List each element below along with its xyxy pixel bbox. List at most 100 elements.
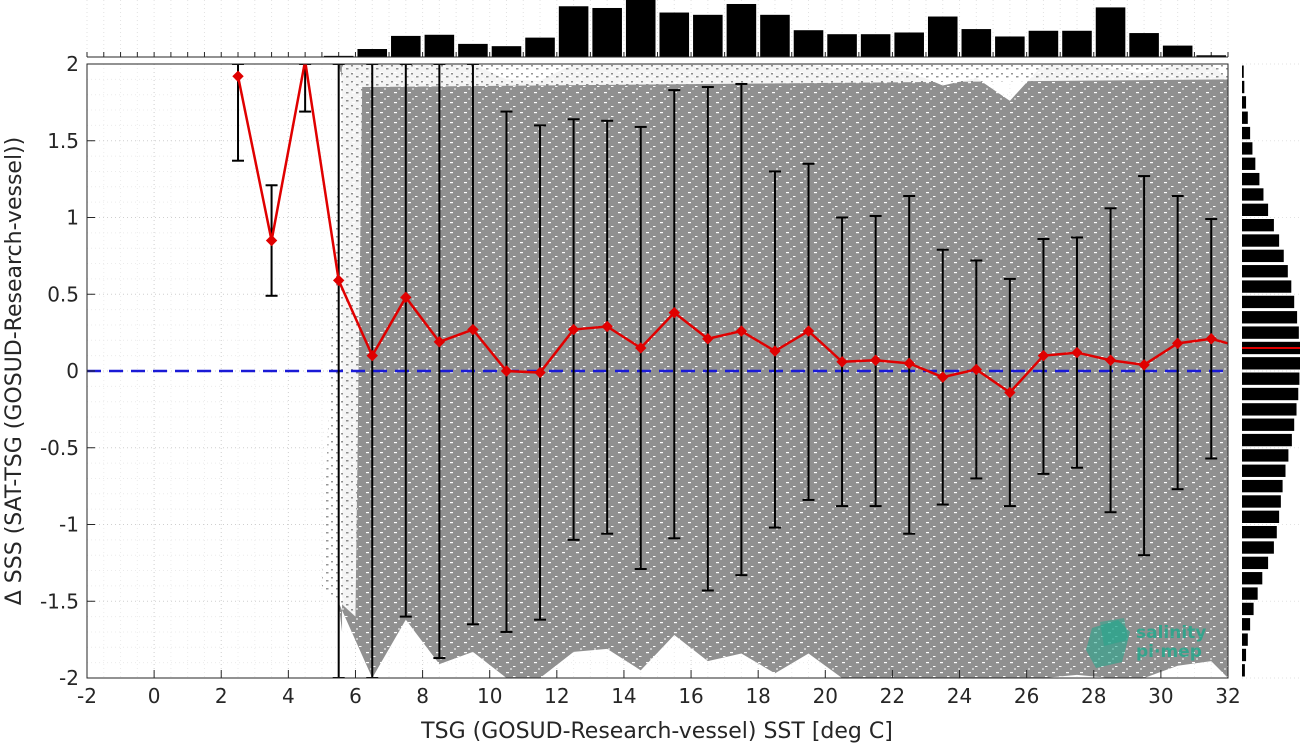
mean-point-marker: [702, 333, 714, 345]
top-histogram-bar: [1162, 45, 1193, 57]
x-tick-label: 0: [148, 684, 161, 708]
top-histogram: [86, 0, 1229, 58]
right-histogram-bar: [1242, 157, 1256, 170]
right-histogram-bar: [1242, 556, 1269, 570]
right-histogram-bar: [1242, 126, 1251, 140]
top-histogram-bar: [693, 14, 723, 57]
top-histogram-bar: [726, 3, 757, 57]
y-tick-label: 0: [66, 359, 79, 383]
right-histogram-bar: [1242, 541, 1274, 554]
top-histogram-bar: [961, 29, 992, 57]
right-histogram-bar: [1242, 602, 1254, 616]
x-tick-label: 18: [745, 684, 770, 708]
x-tick-label: 30: [1148, 684, 1173, 708]
right-histogram-bar: [1242, 219, 1274, 232]
mean-point-marker: [1104, 354, 1117, 366]
right-histogram-bar: [1242, 479, 1283, 493]
y-tick-label: 1: [66, 206, 79, 230]
right-histogram-bar: [1242, 96, 1247, 109]
top-histogram-bar: [793, 30, 824, 57]
mean-point-marker: [500, 365, 513, 377]
mean-point-marker: [1037, 349, 1050, 362]
x-tick-label: 28: [1081, 684, 1106, 708]
top-histogram-bar: [1196, 55, 1226, 57]
x-tick-label: 22: [880, 684, 905, 708]
right-histogram-bar: [1242, 587, 1258, 600]
right-histogram-bar: [1242, 172, 1260, 186]
mean-point-marker: [1138, 359, 1150, 371]
y-tick-label: -1.5: [40, 589, 79, 613]
top-histogram-bar: [1062, 30, 1092, 57]
top-histogram-bar: [1129, 33, 1159, 57]
right-histogram-bar: [1242, 387, 1299, 401]
right-histogram-bar: [1242, 65, 1244, 78]
x-tick-label: 6: [349, 684, 362, 708]
top-histogram-bar: [458, 43, 488, 57]
mean-point-marker: [937, 371, 949, 383]
right-histogram: [1242, 63, 1300, 679]
top-histogram-bar: [1095, 7, 1126, 57]
right-histogram-bar: [1242, 664, 1245, 677]
mean-point-marker: [970, 363, 983, 376]
right-histogram-bar: [1242, 403, 1297, 416]
x-axis-label: TSG (GOSUD-Research-vessel) SST [deg C]: [420, 719, 893, 744]
x-tick-label: 2: [215, 684, 228, 708]
right-histogram-bar: [1242, 464, 1286, 477]
top-histogram-bar: [592, 7, 622, 58]
top-histogram-bar: [323, 55, 354, 57]
top-histogram-bar: [760, 14, 790, 57]
top-histogram-bar: [927, 16, 958, 58]
mean-point-marker: [836, 356, 848, 368]
y-axis-label: Δ SSS (SAT-TSG (GOSUD-Research-vessel)): [2, 137, 27, 605]
right-histogram-bar: [1242, 357, 1300, 370]
x-tick-label: 24: [947, 684, 972, 708]
right-histogram-bar: [1242, 265, 1288, 278]
scatter-cloud: [338, 64, 1228, 678]
top-histogram-bar: [558, 6, 589, 57]
right-histogram-bar: [1242, 234, 1280, 247]
mean-point-marker: [903, 357, 915, 370]
top-histogram-bar: [860, 34, 891, 57]
top-histogram-bar: [424, 34, 455, 57]
right-histogram-bar: [1242, 618, 1251, 631]
right-histogram-bar: [1242, 572, 1263, 585]
right-histogram-bar: [1242, 80, 1245, 94]
x-tick-label: 12: [544, 684, 569, 708]
right-histogram-bar: [1242, 418, 1295, 431]
top-histogram-bar: [525, 37, 555, 57]
y-tick-label: -2: [59, 666, 79, 690]
x-tick-label: 4: [282, 684, 295, 708]
main-plot-area: -2 0 2 4 6 8 10 12 14 16 18 20 22 24 26 28 30 32 21.510.5…: [40, 52, 1241, 708]
logo-line1: salinity: [1136, 623, 1206, 643]
mean-point-marker: [1004, 386, 1016, 399]
right-histogram-bar: [1242, 249, 1284, 263]
logo-line2: pi·mep: [1136, 642, 1202, 662]
mean-point-marker: [869, 354, 882, 366]
right-histogram-bar: [1242, 372, 1300, 385]
top-histogram-bar: [827, 34, 857, 57]
mean-point-marker: [534, 366, 546, 379]
right-histogram-bar: [1242, 326, 1299, 339]
right-histogram-bar: [1242, 142, 1253, 155]
top-histogram-bar: [1028, 30, 1059, 57]
x-tick-label: 16: [678, 684, 703, 708]
top-histogram-bar: [659, 12, 690, 57]
right-histogram-bar: [1242, 648, 1247, 662]
mean-point-marker: [802, 325, 815, 337]
x-tick-label: 26: [1014, 684, 1039, 708]
mean-point-marker: [1071, 346, 1083, 359]
mean-point-marker: [735, 325, 748, 337]
mean-point-marker: [668, 306, 680, 319]
right-histogram-bar: [1242, 203, 1269, 216]
x-tick-label: 8: [416, 684, 429, 708]
right-histogram-bar: [1242, 188, 1264, 201]
top-histogram-bar: [491, 46, 522, 57]
x-tick-label: 20: [813, 684, 838, 708]
binned-mean-markers: [232, 64, 1217, 399]
y-tick-label: 0.5: [47, 282, 79, 306]
x-tick-label: 10: [477, 684, 502, 708]
salinity-pimep-logo: salinity pi·mep: [1086, 618, 1206, 668]
right-histogram-bar: [1242, 526, 1277, 539]
x-tick-label: 14: [611, 684, 636, 708]
